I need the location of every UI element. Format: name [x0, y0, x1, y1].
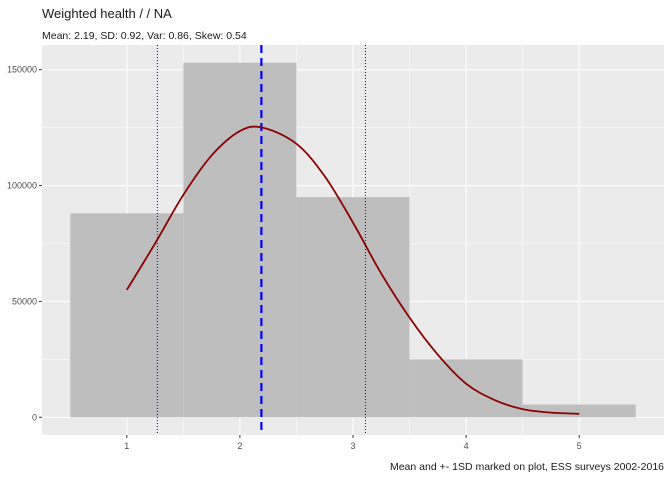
bars: [70, 62, 636, 418]
chart-subtitle: Mean: 2.19, SD: 0.92, Var: 0.86, Skew: 0…: [42, 30, 247, 42]
x-tick-label: 5: [577, 441, 582, 451]
histogram-bar: [296, 197, 410, 418]
x-tick-label: 1: [124, 441, 129, 451]
histogram-bar: [409, 359, 523, 418]
x-tick-label: 4: [464, 441, 469, 451]
histogram-bar: [70, 213, 184, 418]
y-tick-label: 0: [32, 412, 37, 422]
x-tick-label: 3: [350, 441, 355, 451]
y-axis: 0 50000 100000 150000: [7, 65, 42, 422]
y-tick-label: 100000: [7, 181, 37, 191]
histogram-bar: [522, 404, 636, 418]
histogram-bar: [183, 62, 297, 418]
y-tick-label: 150000: [7, 65, 37, 75]
x-tick-label: 2: [237, 441, 242, 451]
density-curve-group: [126, 125, 580, 415]
chart-caption: Mean and +- 1SD marked on plot, ESS surv…: [390, 461, 664, 473]
y-tick-label: 50000: [12, 296, 37, 306]
chart-title: Weighted health / / NA: [42, 6, 172, 21]
x-axis: 1 2 3 4 5: [124, 435, 582, 451]
density-curve: [126, 125, 580, 415]
